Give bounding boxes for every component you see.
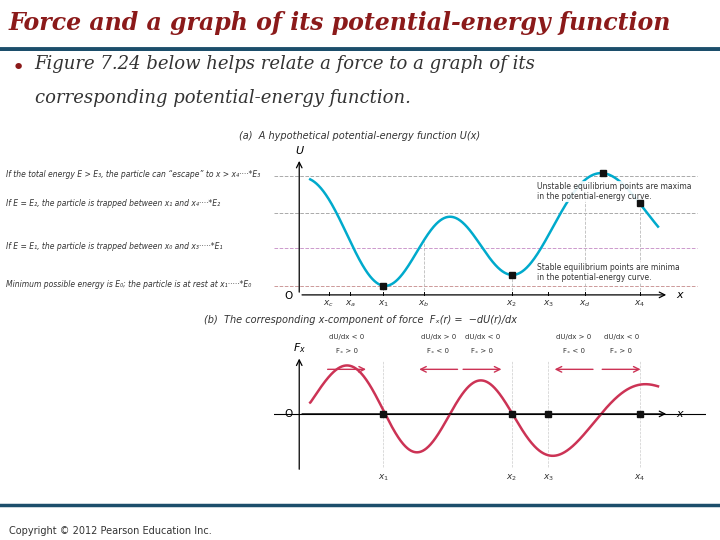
Text: $x_a$: $x_a$	[345, 299, 356, 309]
Text: $x_4$: $x_4$	[634, 472, 645, 483]
Text: dU/dx > 0: dU/dx > 0	[556, 334, 591, 340]
Text: $F_x$: $F_x$	[293, 341, 306, 355]
Text: Stable equilibrium points are minima
in the potential-energy curve.: Stable equilibrium points are minima in …	[537, 263, 680, 282]
Text: Figure 7.24 below helps relate a force to a graph of its: Figure 7.24 below helps relate a force t…	[35, 55, 536, 73]
Text: $x_4$: $x_4$	[634, 299, 645, 309]
Text: $x_1$: $x_1$	[378, 299, 389, 309]
Text: dU/dx < 0: dU/dx < 0	[464, 334, 500, 340]
Text: Force and a graph of its potential-energy function: Force and a graph of its potential-energ…	[9, 11, 671, 35]
Text: $x_b$: $x_b$	[418, 299, 429, 309]
Text: Fₓ < 0: Fₓ < 0	[428, 348, 449, 354]
Text: $x_1$: $x_1$	[378, 472, 389, 483]
Text: Fₓ > 0: Fₓ > 0	[611, 348, 632, 354]
Text: Fₓ > 0: Fₓ > 0	[472, 348, 493, 354]
Text: If E = E₂, the particle is trapped between x₁ and x₄····*E₂: If E = E₂, the particle is trapped betwe…	[6, 199, 220, 208]
Text: •: •	[12, 58, 24, 78]
Text: Minimum possible energy is E₀; the particle is at rest at x₁·····*E₀: Minimum possible energy is E₀; the parti…	[6, 280, 251, 289]
Text: Unstable equilibrium points are maxima
in the potential-energy curve.: Unstable equilibrium points are maxima i…	[537, 182, 692, 201]
Text: If E = E₁, the particle is trapped between x₀ and x₃·····*E₁: If E = E₁, the particle is trapped betwe…	[6, 242, 222, 251]
Text: $x_d$: $x_d$	[579, 299, 590, 309]
Text: U: U	[295, 146, 303, 156]
Text: x: x	[676, 290, 683, 300]
Text: $x_3$: $x_3$	[543, 299, 554, 309]
Text: dU/dx < 0: dU/dx < 0	[604, 334, 639, 340]
Text: (b)  The corresponding x-component of force  Fₓ(r) =  −dU(r)/dx: (b) The corresponding x-component of for…	[204, 315, 516, 325]
Text: Fₓ < 0: Fₓ < 0	[563, 348, 585, 354]
Text: (a)  A hypothetical potential-energy function U(x): (a) A hypothetical potential-energy func…	[240, 131, 480, 141]
Text: O: O	[284, 292, 292, 301]
Text: dU/dx > 0: dU/dx > 0	[420, 334, 456, 340]
Text: If the total energy E > E₃, the particle can “escape” to x > x₄····*E₃: If the total energy E > E₃, the particle…	[6, 170, 260, 179]
Text: O: O	[284, 409, 292, 419]
Text: $x_c$: $x_c$	[323, 299, 334, 309]
Text: $x_3$: $x_3$	[543, 472, 554, 483]
Text: Copyright © 2012 Pearson Education Inc.: Copyright © 2012 Pearson Education Inc.	[9, 526, 212, 536]
Text: $x_2$: $x_2$	[506, 299, 517, 309]
Text: Fₓ > 0: Fₓ > 0	[336, 348, 358, 354]
Text: $x_2$: $x_2$	[506, 472, 517, 483]
Text: x: x	[676, 409, 683, 419]
Text: dU/dx < 0: dU/dx < 0	[329, 334, 364, 340]
Text: corresponding potential-energy function.: corresponding potential-energy function.	[35, 89, 410, 107]
